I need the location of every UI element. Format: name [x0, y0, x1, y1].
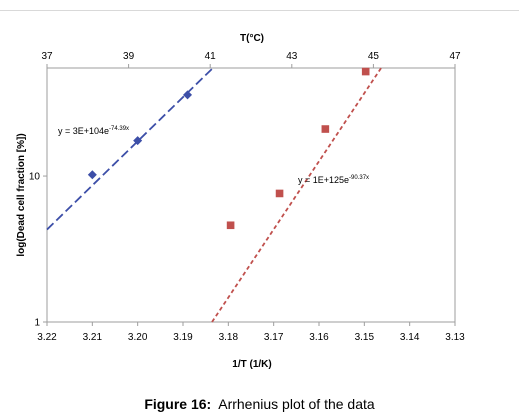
y-tick-label-0: 1	[34, 318, 40, 329]
x-tick-label-8: 3.14	[400, 332, 420, 343]
x-tick-label-6: 3.16	[309, 332, 329, 343]
red-trend-equation-exponent: -90.37x	[349, 175, 369, 181]
blue-trend-equation: y = 3E+104e-74.39x	[58, 126, 129, 136]
x-top-tick-label-3: 43	[286, 51, 298, 62]
x-tick-label-1: 3.21	[83, 332, 103, 343]
y-tick-label-1: 10	[29, 172, 41, 183]
series-0-point-2	[183, 90, 193, 100]
series-1-point-0	[226, 221, 235, 230]
x-tick-label-7: 3.15	[355, 332, 375, 343]
figure-caption: Figure 16: Arrhenius plot of the data	[0, 396, 519, 412]
x-top-axis-title: T(°C)	[240, 33, 264, 44]
y-axis-ticks: 1 10	[29, 172, 47, 329]
trendlines	[46, 67, 382, 323]
red-trend-equation-base: y = 1E+125e	[298, 175, 349, 185]
series-1-point-2	[321, 125, 330, 133]
red-trend-equation: y = 1E+125e-90.37x	[298, 175, 369, 185]
x-top-tick-label-1: 39	[123, 51, 135, 62]
figure-caption-text: Arrhenius plot of the data	[218, 396, 375, 412]
series-1-point-3	[361, 67, 370, 76]
series-0-point-1	[133, 136, 143, 146]
plot-area	[46, 67, 456, 323]
series-0-point-0	[87, 170, 97, 180]
blue-trend-equation-exponent: -74.39x	[109, 126, 129, 132]
x-tick-label-2: 3.20	[128, 332, 148, 343]
plot-frame	[46, 67, 456, 323]
x-top-tick-label-2: 41	[205, 51, 217, 62]
x-tick-label-9: 3.13	[445, 332, 465, 343]
series-1-point-1	[275, 189, 284, 198]
x-top-tick-label-4: 45	[368, 51, 380, 62]
top-border	[0, 0, 519, 11]
figure-label: Figure 16:	[144, 396, 212, 412]
x-axis-top-ticks: 37 39 41 43 45 47	[41, 51, 461, 68]
x-top-tick-label-5: 47	[449, 51, 461, 62]
x-tick-label-0: 3.22	[37, 332, 57, 343]
x-top-tick-label-0: 37	[41, 51, 53, 62]
arrhenius-chart: 3.22 3.21 3.20 3.19 3.18 3.17 3.16 3.15 3.14 3.13…	[16, 33, 465, 370]
x-tick-label-5: 3.17	[264, 332, 284, 343]
blue-trend-equation-base: y = 3E+104e	[58, 126, 109, 136]
y-axis-title: log(Dead cell fraction [%])	[16, 133, 27, 256]
x-axis-title: 1/T (1/K)	[232, 359, 271, 370]
x-tick-label-3: 3.19	[173, 332, 193, 343]
x-axis-bottom-ticks: 3.22 3.21 3.20 3.19 3.18 3.17 3.16 3.15 3.14 3.13	[37, 322, 465, 343]
data-markers	[87, 67, 370, 230]
x-tick-label-4: 3.18	[219, 332, 239, 343]
trendline-1	[211, 67, 382, 323]
